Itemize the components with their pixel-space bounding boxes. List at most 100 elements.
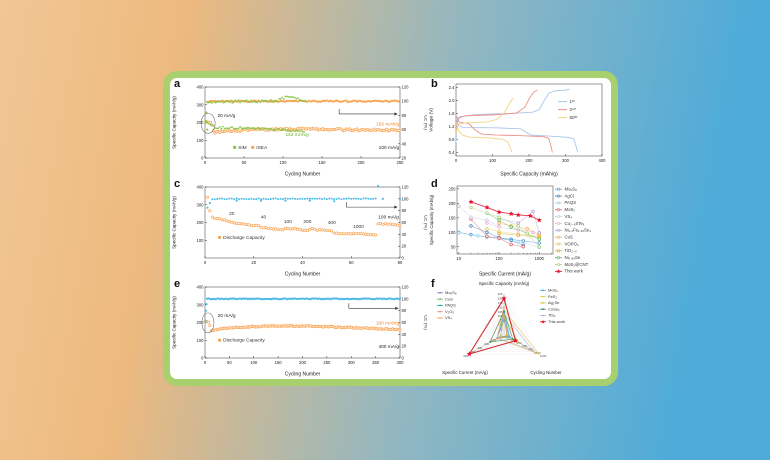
svg-text:100: 100 [402,196,410,201]
svg-text:Mo₆S₈: Mo₆S₈ [565,187,578,192]
svg-text:This work: This work [548,319,565,324]
svg-text:100 mA/g: 100 mA/g [379,145,400,151]
svg-text:0: 0 [204,260,207,265]
svg-text:400: 400 [397,360,405,365]
svg-text:40: 40 [402,332,407,337]
svg-text:0: 0 [201,156,204,161]
svg-text:100: 100 [489,158,497,163]
panel-f-chart: 2550751001251501752002251002003004005002… [437,281,565,375]
svg-text:300: 300 [477,346,482,350]
panel-a-label: a [174,78,181,90]
svg-text:350: 350 [372,360,380,365]
svg-text:Discharge Capacity: Discharge Capacity [223,338,265,344]
svg-text:200: 200 [358,160,366,165]
svg-text:1.6: 1.6 [449,111,455,116]
svg-text:100: 100 [496,256,504,261]
svg-text:0: 0 [402,256,405,261]
svg-text:40: 40 [402,232,407,237]
svg-text:VS₄: VS₄ [445,315,452,320]
svg-text:Specific Capacity (mAh/g): Specific Capacity (mAh/g) [429,194,434,245]
svg-text:100: 100 [250,360,258,365]
svg-text:500: 500 [463,354,468,358]
svg-text:Specific Capacity (mAh/g): Specific Capacity (mAh/g) [479,281,530,286]
svg-text:VOPO₄: VOPO₄ [565,241,579,246]
svg-text:Voltage (V): Voltage (V) [429,108,435,132]
panel-d-chart: 10 100 1000 50 100 150 200 250 Specific Current … [429,185,592,278]
panel-a-chart: 0 50 100 150 200 250 0 100 200 300 400 20 40 60 80 100 1… [172,85,428,178]
svg-text:50: 50 [227,360,232,365]
svg-text:150: 150 [498,305,503,309]
svg-text:CE (%): CE (%) [424,315,428,330]
svg-text:100: 100 [491,338,496,342]
svg-text:300: 300 [197,202,205,207]
svg-text:MoS₂: MoS₂ [565,207,576,212]
svg-text:This work: This work [565,269,584,274]
svg-text:300: 300 [348,360,356,365]
svg-text:100: 100 [284,219,292,225]
svg-text:50: 50 [451,244,456,249]
svg-text:200: 200 [511,338,516,342]
svg-text:200: 200 [197,320,205,325]
svg-text:60: 60 [402,127,407,132]
svg-text:300: 300 [562,158,570,163]
svg-text:PAQS: PAQS [565,200,577,205]
panel-f: f 25 50 75 100 125 150 175 200 225 100 200 300 400 50… [427,278,611,379]
svg-text:225: 225 [498,292,503,296]
svg-text:400: 400 [470,350,475,354]
svg-text:1.2: 1.2 [449,124,455,129]
svg-text:152 mAh/g: 152 mAh/g [285,132,309,138]
svg-text:Ni₀.₈₅Se: Ni₀.₈₅Se [565,255,581,260]
svg-text:200: 200 [197,220,205,225]
svg-text:160 mAh/g: 160 mAh/g [376,320,400,326]
panel-b-chart: 0 100 200 300 400 0.4 0.8 1.2 1.6 2.0 2.4 Specific … [429,83,606,178]
panel-d-label: d [431,178,438,190]
svg-text:Ni₁.₃Fe₁.₂₆Se₄: Ni₁.₃Fe₁.₂₆Se₄ [565,228,592,233]
svg-text:50ᵗʰ: 50ᵗʰ [570,115,578,120]
svg-text:400: 400 [197,85,205,90]
svg-text:60: 60 [402,220,407,225]
svg-text:0: 0 [455,158,458,163]
svg-text:Specific Capacity (mAh/g): Specific Capacity (mAh/g) [500,172,558,178]
svg-text:Specific Current (mA/g): Specific Current (mA/g) [479,272,531,278]
svg-text:120: 120 [402,285,410,290]
svg-text:0: 0 [402,356,405,361]
svg-text:SIM: SIM [238,145,247,151]
svg-text:Specific Current (mA/g): Specific Current (mA/g) [442,370,488,375]
svg-text:25: 25 [499,328,503,332]
svg-text:2.4: 2.4 [449,85,455,90]
svg-text:Discharge Capacity: Discharge Capacity [223,235,265,241]
svg-text:300: 300 [197,102,205,107]
svg-text:0.4: 0.4 [449,150,455,155]
svg-text:TiO₂₋ₓ: TiO₂₋ₓ [565,248,578,253]
svg-text:Cycling Number: Cycling Number [530,370,562,375]
svg-text:100: 100 [402,296,410,301]
panel-f-label: f [431,278,435,290]
svg-text:300: 300 [197,302,205,307]
svg-text:150: 150 [449,215,457,220]
svg-text:CoSe₂: CoSe₂ [548,306,560,311]
panel-e-label: e [174,278,181,290]
svg-text:40: 40 [261,215,267,221]
svg-text:Cycling Number: Cycling Number [285,272,321,278]
svg-text:20: 20 [402,344,407,349]
svg-text:400: 400 [328,220,336,226]
svg-text:800: 800 [528,348,533,352]
svg-text:400 mA/g: 400 mA/g [378,344,399,350]
svg-text:60: 60 [349,260,354,265]
svg-text:100: 100 [197,338,205,343]
panel-a: a 0 50 100 150 200 250 0 100 200 300 400 20 40 60 80 10… [170,78,428,178]
svg-text:200: 200 [498,296,503,300]
svg-text:2.0: 2.0 [449,98,455,103]
svg-text:2ⁿᵈ: 2ⁿᵈ [570,107,576,112]
panel-c-chart: 0 20 40 60 80 100 200 300 400 0 20 40 60 80 100 120 Cycl… [172,185,428,278]
svg-text:Cu₂₋ₓSTeₓ: Cu₂₋ₓSTeₓ [565,221,585,226]
svg-text:100 mA/g: 100 mA/g [378,215,399,221]
svg-text:80: 80 [402,113,407,118]
svg-text:250: 250 [397,160,405,165]
svg-text:MoS₂@CNT: MoS₂@CNT [565,262,589,267]
svg-text:FeS₂: FeS₂ [548,294,557,299]
svg-text:PAQS: PAQS [445,303,456,308]
scientific-figure: a 0 50 100 150 200 250 0 100 200 300 400 20 40 60 80 10… [163,71,618,386]
svg-text:1ˢᵗ: 1ˢᵗ [570,99,575,104]
